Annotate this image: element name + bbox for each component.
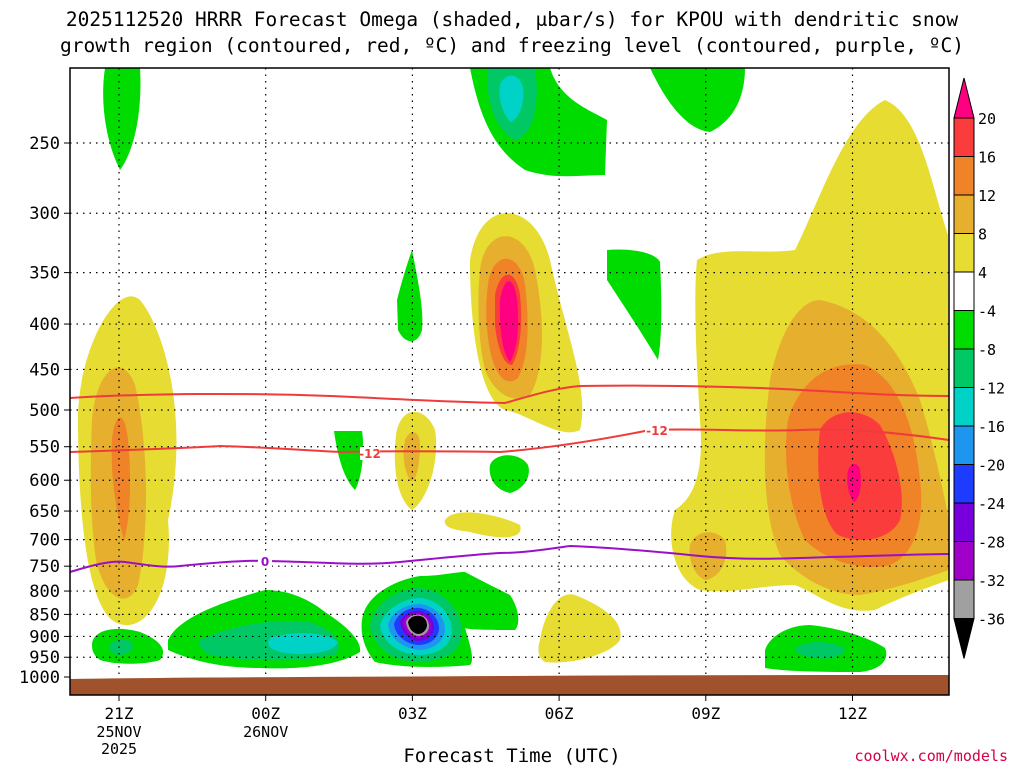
contour-label-dendritic-2: -12 [646, 424, 668, 438]
x-tick-label: 09Z [691, 704, 720, 723]
colorbar-swatch [953, 618, 975, 659]
colorbar-swatch [953, 541, 975, 581]
colorbar-swatch [953, 77, 975, 119]
y-tick-label: 850 [29, 605, 60, 625]
y-tick-label: 800 [29, 582, 60, 602]
y-tick-label: 900 [29, 627, 60, 647]
x-tick-label: 06Z [545, 704, 574, 723]
y-tick-label: 450 [29, 360, 60, 380]
colorbar-label: 12 [978, 187, 996, 205]
y-tick-label: 350 [29, 264, 60, 284]
y-tick-label: 300 [29, 204, 60, 224]
colorbar-label: -36 [978, 611, 1005, 629]
colorbar-swatch [953, 348, 975, 388]
y-tick-label: 650 [29, 502, 60, 522]
omega-region-neg12 [499, 75, 524, 122]
colorbar-label: -8 [978, 341, 996, 359]
colorbar-swatch [953, 502, 975, 542]
omega-region-4 [538, 594, 621, 663]
omega-region-neg8 [109, 639, 133, 655]
omega-region-4 [444, 512, 521, 538]
omega-region-20 [847, 464, 861, 502]
contour-dendritic-top [69, 384, 950, 405]
omega-region-neg12 [268, 633, 338, 654]
contour-dendritic-bottom [69, 428, 950, 454]
y-tick-label: 750 [29, 557, 60, 577]
y-tick-label: 600 [29, 471, 60, 491]
omega-region-neg4 [397, 250, 423, 342]
y-tick-label: 700 [29, 531, 60, 551]
grid [70, 68, 949, 695]
colorbar-label: 20 [978, 110, 996, 128]
colorbar-label: -4 [978, 303, 996, 321]
omega-region-neg4 [650, 68, 745, 132]
y-tick-label: 950 [29, 648, 60, 668]
omega-region-neg8 [795, 642, 845, 659]
shaded-omega-field [78, 68, 949, 672]
colorbar-swatch [953, 310, 975, 350]
colorbar-swatch [953, 194, 975, 234]
colorbar: 20 16 12 8 4 -4 -8 -12 -16 -20 -24 -28 -32 -36 [953, 77, 1005, 659]
colorbar-swatch [953, 579, 975, 619]
colorbar-label: 4 [978, 264, 987, 282]
x-tick-label: 03Z [398, 704, 427, 723]
x-tick-sublabel: 25NOV [96, 723, 141, 741]
plot-frame [69, 67, 950, 696]
x-tick-label: 00Z [251, 704, 280, 723]
contour-freezing-level [69, 544, 950, 573]
colorbar-swatch [953, 156, 975, 196]
omega-region-8 [403, 432, 420, 481]
credit-text[interactable]: coolwx.com/models [854, 747, 1008, 765]
colorbar-label: -24 [978, 495, 1005, 513]
colorbar-swatch [953, 425, 975, 465]
y-tick-label: 550 [29, 438, 60, 458]
y-tick-label: 1000 [19, 668, 60, 688]
colorbar-label: 8 [978, 226, 987, 244]
omega-region-12 [111, 417, 131, 540]
x-tick-label: 12Z [838, 704, 867, 723]
omega-region-20 [499, 281, 519, 362]
colorbar-swatch [953, 117, 975, 157]
omega-region-neg4 [103, 68, 141, 170]
y-tick-label: 400 [29, 315, 60, 335]
colorbar-label: 16 [978, 149, 996, 167]
x-tick-sublabel: 26NOV [243, 723, 288, 741]
x-tick-label: 21Z [105, 704, 134, 723]
contour-label-dendritic: -12 [359, 447, 381, 461]
y-tick-label: 500 [29, 401, 60, 421]
x-axis-label: Forecast Time (UTC) [403, 745, 621, 767]
chart-title-line1: 2025112520 HRRR Forecast Omega (shaded, … [65, 8, 959, 31]
omega-region-neg4 [334, 431, 364, 490]
y-axis: 2503003504004505005506006507007508008509… [19, 134, 70, 688]
colorbar-swatch [953, 233, 975, 273]
colorbar-label: -32 [978, 572, 1005, 590]
colorbar-swatch [953, 271, 975, 311]
omega-region-neg4 [489, 455, 529, 493]
contour-label-freezing: 0 [261, 555, 269, 569]
omega-region-neg4 [607, 249, 662, 360]
terrain-surface [70, 675, 949, 695]
colorbar-label: -28 [978, 534, 1005, 552]
contour-lines: -12 -12 0 [69, 384, 950, 573]
x-tick-sublabel: 2025 [101, 740, 137, 758]
y-tick-label: 250 [29, 134, 60, 154]
colorbar-swatch [953, 387, 975, 427]
chart-title-line2: growth region (contoured, red, ºC) and f… [60, 34, 964, 57]
colorbar-label: -20 [978, 457, 1005, 475]
colorbar-label: -12 [978, 380, 1005, 398]
colorbar-swatch [953, 464, 975, 504]
colorbar-label: -16 [978, 418, 1005, 436]
omega-region-neg36 [408, 615, 427, 634]
